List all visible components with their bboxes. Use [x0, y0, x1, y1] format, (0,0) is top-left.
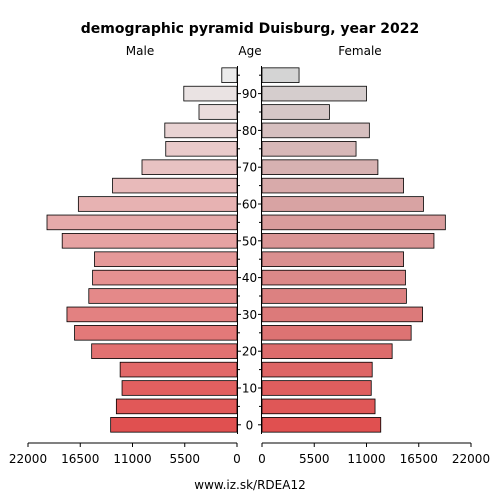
- age-tick-label: 30: [242, 308, 257, 322]
- female-bar-60-64: [261, 196, 424, 212]
- female-bar-undefined: [261, 67, 300, 83]
- male-bars: [46, 67, 238, 433]
- age-axis: 0 10 20 30 40 50 60 70 80 90: [237, 66, 262, 434]
- age-label: Age: [238, 44, 261, 58]
- male-bar-40-44: [92, 269, 238, 286]
- male-bar-85-89: [198, 104, 238, 120]
- age-tick-label: 20: [242, 345, 257, 359]
- male-bar-undefined: [221, 67, 238, 83]
- female-bar-45-49: [261, 251, 404, 267]
- male-bar-50-54: [61, 233, 238, 249]
- female-bar-80-84: [261, 122, 370, 139]
- x-tick-label-female: 16500: [400, 452, 438, 466]
- x-tick-label-female: 0: [258, 452, 266, 466]
- female-bar-20-24: [261, 343, 393, 359]
- female-bar-55-59: [261, 214, 446, 231]
- female-bar-10-14: [261, 380, 372, 396]
- female-bar-35-39: [261, 288, 407, 304]
- male-bar-20-24: [91, 343, 238, 359]
- age-tick-label: 60: [242, 198, 257, 212]
- male-bar-45-49: [94, 251, 238, 267]
- female-bar-25-29: [261, 325, 412, 341]
- male-bar-0-4: [110, 417, 238, 433]
- female-label: Female: [338, 44, 381, 58]
- x-tick-label-female: 11000: [347, 452, 385, 466]
- x-tick-label-female: 22000: [452, 452, 490, 466]
- female-bar-75-79: [261, 141, 357, 157]
- male-bar-5-9: [115, 398, 238, 415]
- age-tick-label: 80: [242, 124, 257, 138]
- female-bar-15-19: [261, 361, 373, 378]
- female-bar-70-74: [261, 159, 379, 175]
- x-axis-female: 0 5500 11000 16500 22000: [258, 442, 490, 466]
- x-tick-label-male: 5500: [169, 452, 200, 466]
- male-bar-65-69: [112, 177, 238, 194]
- male-bar-60-64: [77, 196, 238, 212]
- male-bar-55-59: [46, 214, 238, 231]
- age-tick-label: 0: [246, 418, 254, 432]
- female-bar-90+: [261, 85, 367, 102]
- male-bar-10-14: [121, 380, 238, 396]
- male-bar-25-29: [74, 325, 238, 341]
- female-bar-0-4: [261, 417, 382, 433]
- male-bar-75-79: [165, 141, 238, 157]
- male-bar-15-19: [119, 361, 238, 378]
- female-bar-50-54: [261, 233, 435, 249]
- female-bar-85-89: [261, 104, 330, 120]
- female-bar-40-44: [261, 269, 406, 286]
- age-tick-label: 40: [242, 271, 257, 285]
- female-bar-30-34: [261, 306, 423, 323]
- female-bar-5-9: [261, 398, 376, 415]
- x-tick-label-male: 0: [233, 452, 241, 466]
- x-tick-label-female: 5500: [299, 452, 330, 466]
- female-bars: [261, 67, 446, 433]
- male-bar-35-39: [88, 288, 238, 304]
- male-bar-90+: [183, 85, 238, 102]
- male-label: Male: [126, 44, 154, 58]
- female-bar-65-69: [261, 177, 404, 194]
- age-tick-label: 70: [242, 161, 257, 175]
- x-tick-label-male: 16500: [61, 452, 99, 466]
- x-tick-label-male: 11000: [113, 452, 151, 466]
- age-tick-label: 10: [242, 382, 257, 396]
- x-tick-label-male: 22000: [9, 452, 47, 466]
- age-tick-label: 50: [242, 234, 257, 248]
- age-tick-label: 90: [242, 87, 257, 101]
- male-bar-30-34: [66, 306, 238, 323]
- chart-title: demographic pyramid Duisburg, year 2022: [81, 21, 419, 37]
- male-bar-80-84: [164, 122, 238, 139]
- source-label: www.iz.sk/RDEA12: [194, 478, 306, 492]
- x-axis-male: 22000 16500 11000 5500 0: [9, 442, 241, 466]
- male-bar-70-74: [141, 159, 238, 175]
